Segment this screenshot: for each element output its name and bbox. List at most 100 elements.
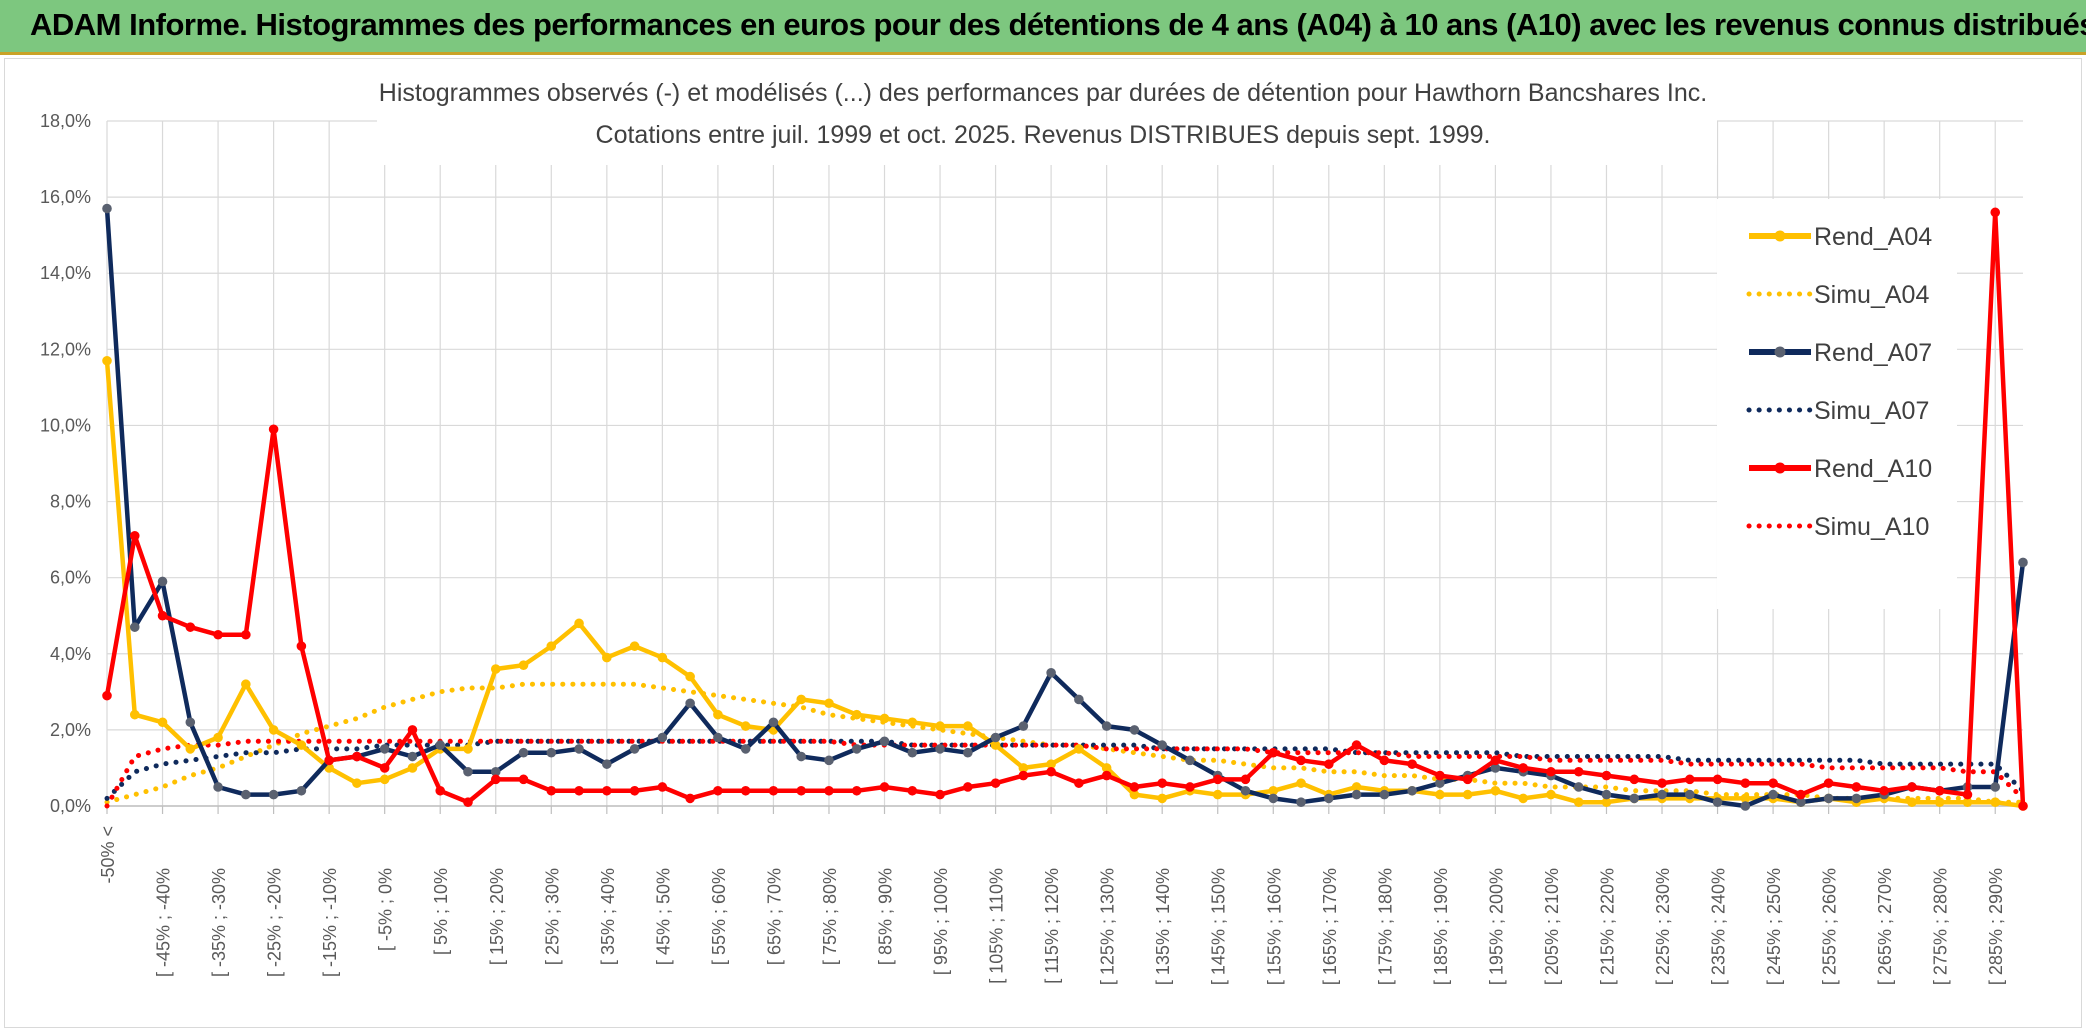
data-point — [1851, 782, 1862, 792]
data-point — [824, 785, 834, 796]
data-point — [490, 664, 501, 674]
data-point — [2018, 801, 2028, 811]
data-point — [963, 747, 973, 758]
data-point — [685, 698, 695, 709]
chart-area: 0,0% 2,0% 4,0% 6,0% 8,0% 10,0% 12,0% 14,0% 16,0%… — [4, 58, 2082, 1028]
data-point — [629, 641, 640, 651]
data-point — [1268, 747, 1279, 758]
data-point — [1407, 785, 1417, 796]
x-tick-label: [ 165% ; 170% — [1320, 868, 1340, 985]
data-point — [1379, 755, 1390, 766]
x-tick-label: [ 215% ; 220% — [1597, 868, 1617, 985]
data-point — [185, 622, 196, 632]
data-point — [213, 782, 223, 792]
y-tick-label: 0,0% — [50, 796, 91, 816]
series-line — [104, 210, 2026, 807]
data-point — [879, 736, 890, 747]
data-point — [1823, 778, 1834, 788]
data-point — [1018, 721, 1029, 731]
data-point — [463, 797, 473, 807]
series-line — [104, 738, 2026, 809]
x-tick-label: [ 275% ; 280% — [1931, 868, 1951, 985]
data-point — [851, 709, 862, 720]
data-point — [296, 785, 307, 796]
x-tick-label: [ 205% ; 210% — [1542, 868, 1562, 985]
x-tick-label: [ 25% ; 30% — [542, 868, 562, 965]
data-point — [1296, 778, 1306, 788]
legend-label: Simu_A10 — [1814, 513, 1929, 541]
data-point — [824, 755, 834, 766]
data-point — [629, 744, 640, 754]
data-point — [241, 789, 251, 800]
x-tick-label: [ 175% ; 180% — [1375, 868, 1395, 985]
data-point — [407, 725, 418, 735]
data-point — [352, 751, 362, 762]
series — [102, 203, 2028, 811]
x-tick-label: [ 285% ; 290% — [1986, 868, 2006, 985]
data-point — [1296, 797, 1306, 807]
y-tick-label: 2,0% — [50, 720, 91, 740]
x-tick-label: [ 55% ; 60% — [709, 868, 729, 965]
y-tick-label: 16,0% — [40, 187, 91, 207]
data-point — [352, 778, 362, 788]
data-point — [1601, 770, 1612, 781]
x-tick-label: [ 125% ; 130% — [1098, 868, 1118, 985]
x-tick-label: [ 185% ; 190% — [1431, 868, 1451, 985]
legend-label: Rend_A10 — [1814, 455, 1932, 483]
data-point — [907, 747, 918, 758]
data-point — [574, 744, 584, 754]
legend-item-simu-a04: Simu_A04 — [1746, 281, 1929, 309]
data-point — [296, 641, 307, 651]
data-point — [1074, 744, 1084, 754]
data-point — [268, 725, 279, 735]
data-point — [1907, 782, 1917, 792]
data-point — [1101, 770, 1112, 781]
data-point — [990, 732, 1001, 743]
data-point — [629, 785, 640, 796]
y-axis: 0,0% 2,0% 4,0% 6,0% 8,0% 10,0% 12,0% 14,0% 16,0%… — [40, 111, 91, 816]
data-point — [1629, 774, 1640, 785]
legend-item-rend-a04: Rend_A04 — [1749, 223, 1932, 251]
x-tick-label: [ 265% ; 270% — [1875, 868, 1895, 985]
data-point — [713, 709, 723, 720]
data-point — [713, 732, 723, 743]
data-point — [407, 763, 418, 773]
data-point — [685, 793, 695, 804]
data-point — [1407, 759, 1417, 769]
data-point — [1157, 778, 1167, 788]
data-point — [1185, 755, 1195, 766]
data-point — [1240, 785, 1251, 796]
data-point — [1796, 789, 1806, 800]
data-point — [268, 789, 279, 800]
chart-title: Histogrammes observés (-) et modélisés (… — [379, 79, 1707, 107]
x-tick-label: [ 5% ; 10% — [431, 868, 451, 955]
data-point — [907, 717, 918, 728]
legend-label: Simu_A04 — [1814, 281, 1929, 309]
x-tick-label: [ 45% ; 50% — [653, 868, 673, 965]
data-point — [435, 740, 446, 750]
legend-marker — [1774, 346, 1786, 358]
data-point — [1462, 789, 1473, 800]
legend-marker — [1774, 230, 1786, 242]
data-point — [1712, 797, 1723, 807]
data-point — [935, 789, 945, 800]
data-point — [1546, 766, 1556, 777]
x-tick-label: [ 105% ; 110% — [987, 868, 1007, 984]
data-point — [241, 679, 251, 690]
data-point — [1074, 694, 1084, 705]
data-point — [1518, 793, 1528, 804]
data-point — [102, 203, 112, 214]
legend-item-simu-a10: Simu_A10 — [1746, 513, 1929, 541]
data-point — [1851, 793, 1862, 804]
data-point — [102, 355, 112, 366]
legend-label: Rend_A07 — [1814, 339, 1932, 367]
data-point — [1740, 801, 1751, 811]
data-point — [213, 629, 223, 640]
data-point — [685, 671, 695, 682]
data-point — [1268, 793, 1279, 804]
data-point — [907, 785, 918, 796]
data-point — [1684, 774, 1695, 785]
chart-titles: Histogrammes observés (-) et modélisés (… — [377, 61, 1717, 165]
data-point — [1573, 782, 1584, 792]
x-tick-label: [ -45% ; -40% — [154, 868, 174, 977]
